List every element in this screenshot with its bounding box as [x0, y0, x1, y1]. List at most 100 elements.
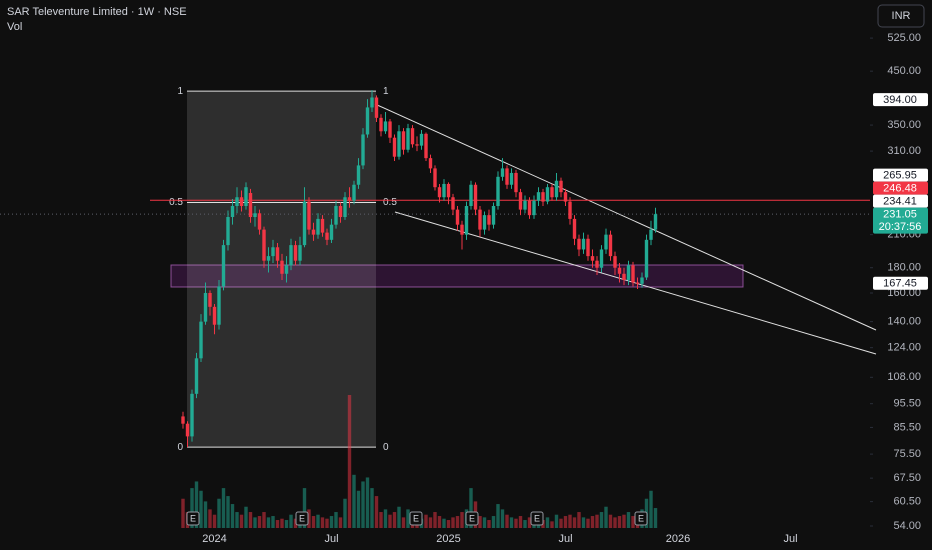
candle-body	[365, 107, 370, 135]
currency-button[interactable]	[877, 4, 925, 28]
earnings-label[interactable]: E	[638, 513, 644, 523]
volume-bar	[388, 514, 392, 528]
candle-body	[203, 292, 208, 322]
y-tick-label: 75.50	[893, 448, 921, 460]
candle-body	[406, 128, 410, 150]
price-label-box	[873, 181, 928, 195]
candle-body	[217, 286, 221, 325]
volume-bar	[293, 518, 298, 528]
candle-body	[311, 229, 316, 235]
candle-body	[613, 256, 617, 268]
candle-body	[397, 131, 401, 157]
volume-bar	[365, 477, 370, 528]
volume-bar	[577, 512, 581, 528]
volume-bar	[617, 516, 622, 528]
candle-body	[379, 117, 383, 132]
candle-body	[334, 206, 338, 225]
price-label-box	[873, 276, 928, 290]
candle-body	[199, 321, 203, 359]
volume-indicator: Vol	[7, 21, 22, 33]
price-label-box	[873, 168, 928, 182]
volume-bar	[460, 512, 464, 528]
volume-bar	[613, 517, 617, 528]
price-label: 234.41	[883, 196, 917, 208]
x-tick-label: 2025	[436, 533, 460, 545]
volume-bar	[482, 517, 487, 528]
earnings-marker[interactable]	[409, 511, 423, 526]
candle-body	[631, 265, 635, 283]
candle-body	[608, 234, 613, 257]
earnings-marker[interactable]	[295, 511, 309, 526]
volume-bar	[217, 498, 221, 528]
volume-bar	[595, 514, 599, 528]
candle-body	[487, 215, 491, 225]
volume-bar	[271, 516, 275, 528]
candle-body	[415, 144, 419, 146]
candle-body	[374, 97, 379, 118]
y-tick-label: 54.00	[893, 520, 921, 532]
support-zone	[170, 264, 744, 288]
candle-body	[230, 206, 235, 218]
volume-bar	[599, 512, 604, 528]
y-tick-label: 67.50	[893, 472, 921, 484]
candle-body	[536, 192, 541, 201]
volume-bar	[406, 509, 410, 528]
volume-bar	[505, 514, 509, 528]
volume-bar	[230, 504, 235, 528]
volume-bar	[392, 512, 397, 528]
volume-bar	[262, 512, 266, 528]
y-tick-label: 350.00	[887, 119, 921, 131]
candle-body	[617, 267, 622, 274]
candle-body	[338, 206, 343, 218]
earnings-label[interactable]: E	[413, 513, 419, 523]
volume-bar	[514, 518, 518, 528]
candle-body	[622, 273, 626, 280]
candle-body	[244, 187, 248, 207]
volume-bar	[190, 488, 194, 528]
candle-body	[383, 121, 388, 132]
candle-body	[455, 209, 460, 225]
candle-body	[226, 217, 230, 246]
candle-body	[235, 197, 239, 207]
earnings-marker[interactable]	[465, 511, 479, 526]
volume-bar	[478, 516, 482, 528]
candle-body	[361, 134, 365, 166]
volume-bar	[311, 516, 316, 528]
price-label: 231.05	[883, 209, 917, 221]
earnings-label[interactable]: E	[190, 513, 196, 523]
volume-bar	[374, 496, 379, 528]
candle-body	[307, 201, 311, 230]
candle-body	[478, 209, 482, 230]
volume-bar	[590, 516, 595, 528]
volume-bar	[235, 512, 239, 528]
volume-bar	[626, 512, 631, 528]
earnings-marker[interactable]	[186, 511, 200, 526]
currency-label[interactable]: INR	[892, 10, 911, 22]
candle-body	[271, 247, 275, 257]
volume-bar	[379, 512, 383, 528]
volume-bar	[491, 516, 496, 528]
volume-bar	[446, 520, 451, 528]
candle-body	[464, 206, 469, 235]
earnings-label[interactable]: E	[534, 513, 540, 523]
earnings-marker[interactable]	[530, 511, 544, 526]
candle-body	[577, 238, 581, 250]
volume-bar	[307, 509, 311, 528]
earnings-marker[interactable]	[634, 511, 648, 526]
candle-body	[523, 200, 527, 210]
candle-body	[194, 358, 199, 394]
volume-bar	[212, 514, 217, 528]
candle-body	[550, 187, 554, 198]
fib-level-label: 0	[177, 442, 183, 453]
y-tick-label: 450.00	[887, 65, 921, 77]
candle-body	[410, 128, 415, 145]
candle-body	[545, 187, 550, 202]
earnings-label[interactable]: E	[469, 513, 475, 523]
volume-bar	[428, 517, 433, 528]
candle-body	[262, 229, 266, 261]
earnings-label[interactable]: E	[299, 513, 305, 523]
fib-level-label: 1	[383, 86, 389, 97]
volume-bar	[199, 490, 203, 528]
candle-body	[280, 260, 284, 274]
